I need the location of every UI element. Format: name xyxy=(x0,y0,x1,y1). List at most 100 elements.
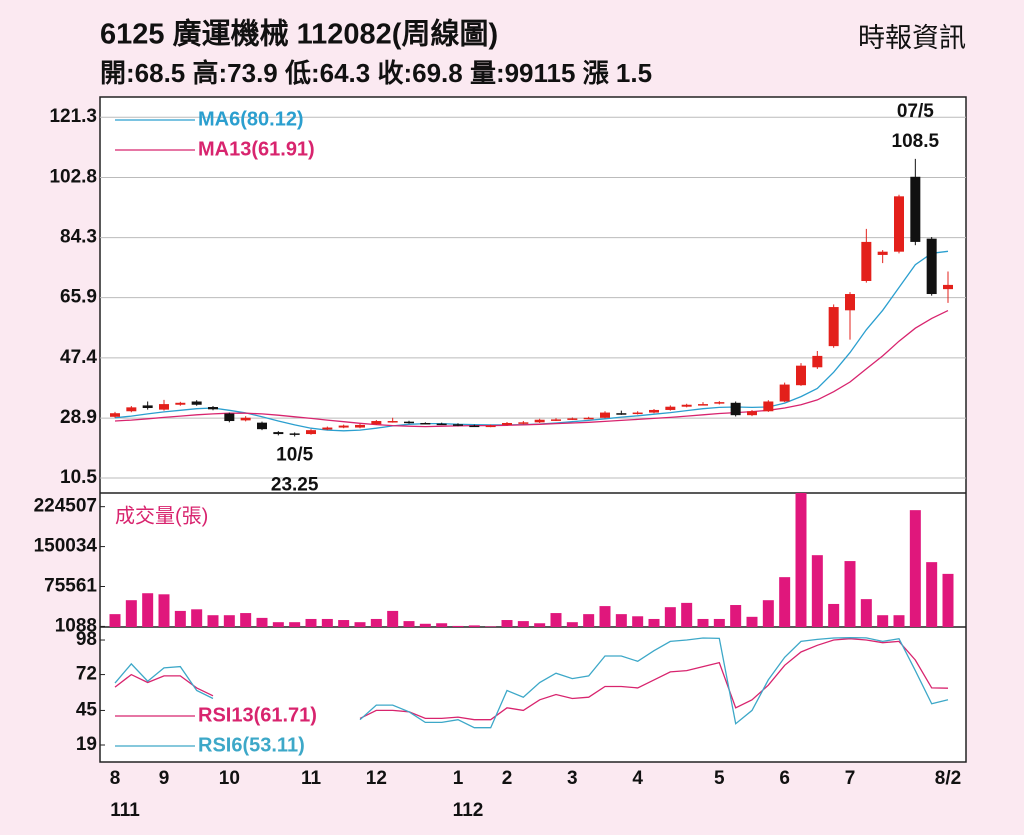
source: 時報資訊 xyxy=(858,23,966,53)
candle-body xyxy=(828,307,839,347)
y-tick-label: 224507 xyxy=(34,496,97,517)
series-line xyxy=(114,310,949,428)
volume-bar xyxy=(730,605,742,627)
annotation-value: 108.5 xyxy=(892,131,940,152)
candle-body xyxy=(159,404,169,410)
volume-bar xyxy=(599,606,611,627)
candle-body xyxy=(730,402,741,416)
volume-bar xyxy=(370,618,382,627)
chart-subtitle: 開:68.5 高:73.9 低:64.3 收:69.8 量:99115 漲 1.… xyxy=(100,58,652,88)
candle-body xyxy=(518,422,529,424)
legend-label: MA13(61.91) xyxy=(198,138,315,160)
volume-bar xyxy=(583,614,595,627)
candle-body xyxy=(567,418,578,420)
volume-bar xyxy=(648,618,660,627)
volume-label: 成交量(張) xyxy=(115,504,208,527)
candle-body xyxy=(273,432,284,435)
annotation-value: 23.25 xyxy=(271,475,319,496)
volume-bar xyxy=(387,610,399,627)
candle-body xyxy=(404,421,414,424)
candle-body xyxy=(469,425,480,428)
volume-bar xyxy=(517,621,529,627)
candle-body xyxy=(861,241,872,281)
volume-bar xyxy=(615,614,627,627)
volume-bar xyxy=(877,615,889,627)
volume-bar xyxy=(272,622,284,627)
volume-bar xyxy=(811,555,823,627)
candle-body xyxy=(583,417,594,420)
candle-body xyxy=(502,422,512,425)
volume-bar xyxy=(942,573,954,627)
candle-body xyxy=(453,424,463,426)
volume-bar xyxy=(354,622,366,627)
volume-bar xyxy=(501,620,513,627)
volume-bar xyxy=(828,603,840,627)
candle-body xyxy=(208,407,218,410)
volume-bar xyxy=(109,614,121,627)
candle-body xyxy=(812,355,823,368)
candle-body xyxy=(910,176,921,242)
candle-body xyxy=(763,401,774,412)
candle-body xyxy=(322,427,333,430)
candle-body xyxy=(338,425,349,428)
volume-bar xyxy=(403,621,415,627)
y-tick-label: 75561 xyxy=(44,576,97,597)
volume-bar xyxy=(289,622,301,627)
volume-bar xyxy=(158,594,170,627)
candle-body xyxy=(289,433,300,435)
y-tick-label: 102.8 xyxy=(49,166,97,187)
candle-body xyxy=(845,294,855,311)
annotation-label: 10/5 xyxy=(276,445,313,466)
volume-bar xyxy=(207,615,219,627)
volume-bar xyxy=(664,607,676,627)
volume-bar xyxy=(860,599,872,627)
y-tick-label: 150034 xyxy=(34,536,98,557)
x-tick-label: 3 xyxy=(567,768,578,789)
volume-bar xyxy=(485,626,497,627)
volume-bar xyxy=(305,618,317,627)
x-tick-label: 5 xyxy=(714,768,725,789)
x-tick-label: 10 xyxy=(219,768,240,789)
volume-bar xyxy=(909,510,921,627)
candle-body xyxy=(485,425,496,428)
volume-bar xyxy=(468,625,480,627)
volume-bar xyxy=(926,562,938,627)
candle-body xyxy=(796,365,806,386)
x-tick-label: 7 xyxy=(845,768,856,789)
y-tick-label: 121.3 xyxy=(49,106,97,127)
x-tick-label: 4 xyxy=(632,768,643,789)
volume-bar xyxy=(223,615,235,627)
y-tick-label: 98 xyxy=(76,629,97,650)
volume-bar xyxy=(142,593,154,627)
volume-bar xyxy=(697,618,709,627)
volume-bar xyxy=(566,622,578,627)
volume-bar xyxy=(338,620,350,627)
x-tick-label: 2 xyxy=(502,768,513,789)
candle-body xyxy=(877,251,888,255)
candle-body xyxy=(894,196,904,252)
y-tick-label: 65.9 xyxy=(60,287,97,308)
volume-bar xyxy=(125,600,137,627)
candle-body xyxy=(240,417,251,421)
chart-title: 6125 廣運機械 112082(周線圖) xyxy=(100,17,498,51)
y-tick-label: 10.5 xyxy=(60,467,97,488)
candle-body xyxy=(779,384,790,402)
candle-body xyxy=(747,411,757,416)
candle-body xyxy=(257,422,267,430)
plot-frame xyxy=(99,96,967,763)
y-tick-label: 28.9 xyxy=(60,407,97,428)
candle-body xyxy=(600,412,610,418)
volume-bar xyxy=(240,613,252,627)
volume-bar xyxy=(632,616,644,627)
candle-body xyxy=(926,238,937,295)
candle-body xyxy=(681,404,692,407)
candle-body xyxy=(649,409,659,413)
y-tick-label: 72 xyxy=(76,664,97,685)
y-tick-label: 1088 xyxy=(55,615,97,636)
volume-bar xyxy=(452,625,464,627)
volume-bar xyxy=(436,623,448,627)
x-tick-label: 9 xyxy=(159,768,170,789)
candle-body xyxy=(632,412,643,415)
candle-body xyxy=(142,405,153,409)
volume-bar xyxy=(746,616,758,627)
